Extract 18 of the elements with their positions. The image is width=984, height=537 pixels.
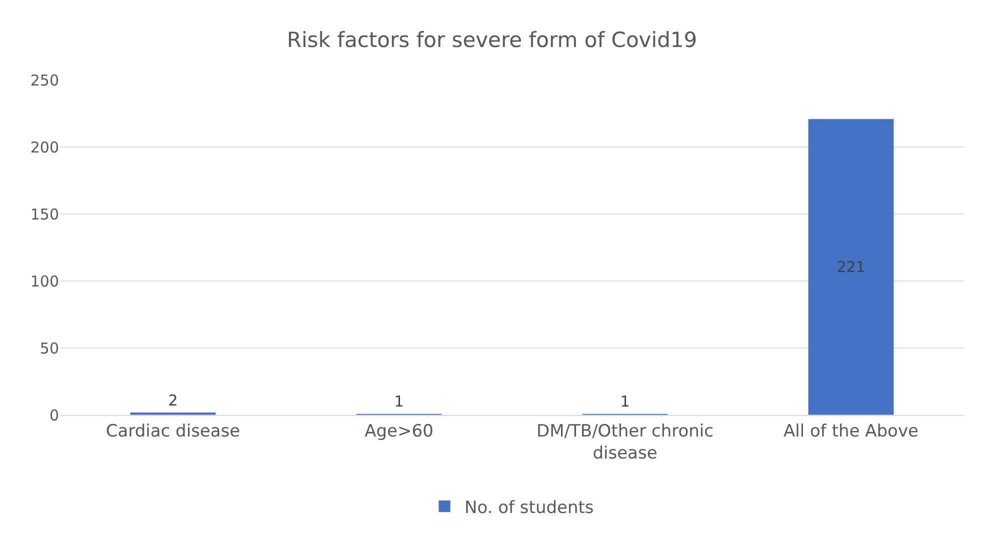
y-tick-label: 200	[30, 138, 59, 156]
y-tick-label: 50	[40, 339, 59, 358]
legend-label: No. of students	[464, 498, 594, 518]
y-tick-label: 150	[30, 205, 59, 224]
bar	[808, 118, 894, 415]
x-tick-label: Age>60	[364, 421, 434, 442]
y-tick-label: 100	[30, 272, 59, 290]
y-tick-label: 0	[49, 406, 59, 424]
data-label: 1	[394, 392, 404, 411]
data-label: 221	[836, 258, 866, 276]
x-tick-label: DM/TB/Other chronic disease	[536, 421, 714, 464]
data-label: 1	[620, 392, 630, 411]
bar	[130, 412, 216, 415]
x-tick-label: All of the Above	[784, 421, 918, 442]
y-tick-label: 250	[30, 71, 59, 90]
chart-title: Risk factors for severe form of Covid19	[286, 28, 698, 52]
data-label: 2	[168, 391, 178, 410]
x-tick-label: Cardiac disease	[106, 421, 240, 442]
